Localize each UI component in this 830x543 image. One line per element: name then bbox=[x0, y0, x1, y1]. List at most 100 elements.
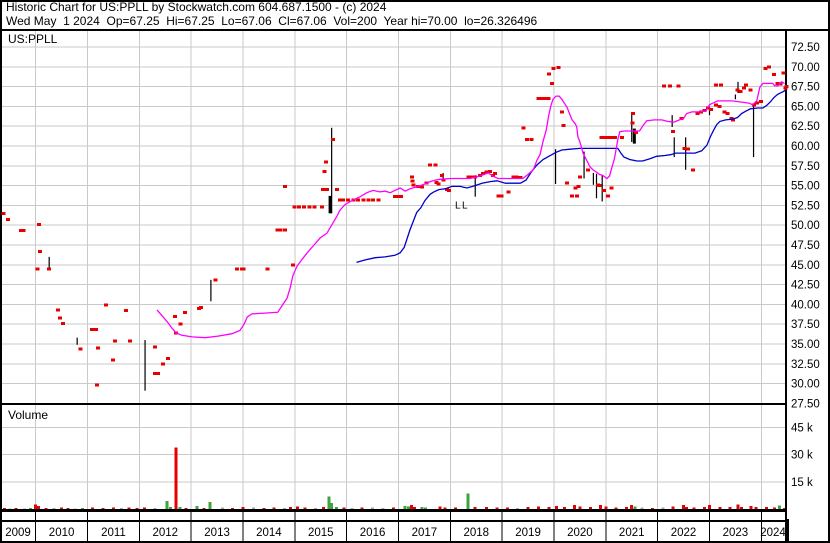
trade-tick bbox=[78, 347, 83, 351]
quote-summary-line: Wed May 1 2024 Op=67.25 Hi=67.25 Lo=67.0… bbox=[6, 14, 538, 28]
trade-tick bbox=[1, 211, 6, 215]
trade-tick bbox=[161, 362, 166, 366]
trade-tick bbox=[312, 205, 317, 209]
trade-tick bbox=[499, 194, 504, 198]
high-low-range bbox=[752, 106, 755, 158]
trade-tick bbox=[234, 267, 239, 271]
trade-tick bbox=[337, 198, 342, 202]
trade-tick bbox=[633, 131, 638, 135]
price-axis-label: 37.50 bbox=[791, 319, 820, 331]
price-axis-label: 42.50 bbox=[791, 280, 820, 292]
year-axis-label: 2014 bbox=[256, 527, 282, 539]
trade-tick bbox=[290, 263, 295, 267]
trade-tick bbox=[514, 175, 519, 179]
volume-panel-label: Volume bbox=[8, 408, 48, 422]
year-divider bbox=[190, 512, 192, 541]
volume-bar bbox=[168, 507, 172, 509]
volume-bar bbox=[630, 505, 634, 509]
trade-tick bbox=[586, 168, 591, 172]
volume-bar bbox=[272, 507, 276, 509]
trade-tick bbox=[676, 84, 681, 88]
year-divider bbox=[760, 512, 762, 541]
high-low-range bbox=[210, 279, 212, 302]
axis-right-border bbox=[785, 29, 787, 543]
volume-bar bbox=[443, 507, 447, 509]
trade-tick bbox=[529, 138, 534, 142]
volume-bar bbox=[135, 508, 139, 509]
trade-tick bbox=[630, 121, 635, 125]
volume-bar bbox=[231, 507, 235, 509]
price-axis-label: 70.00 bbox=[791, 62, 820, 74]
trade-tick bbox=[152, 345, 157, 349]
trade-tick bbox=[742, 86, 747, 90]
trade-tick bbox=[709, 108, 714, 112]
price-axis-label: 47.50 bbox=[791, 240, 820, 252]
volume-bar bbox=[36, 505, 40, 509]
trade-tick bbox=[94, 383, 99, 387]
trade-tick bbox=[551, 66, 556, 70]
volume-bar bbox=[262, 508, 266, 509]
volume-bar bbox=[740, 506, 744, 509]
trade-tick bbox=[536, 96, 541, 100]
year-divider bbox=[346, 512, 348, 541]
trade-tick bbox=[55, 308, 60, 312]
trade-tick bbox=[371, 198, 376, 202]
volume-bar bbox=[120, 508, 124, 509]
volume-bar bbox=[604, 506, 608, 509]
volume-bar bbox=[3, 507, 7, 509]
price-axis-label: 62.50 bbox=[791, 121, 820, 133]
volume-bar bbox=[754, 507, 758, 509]
trade-tick bbox=[735, 88, 740, 92]
volume-bar bbox=[749, 505, 753, 509]
trade-tick bbox=[771, 73, 776, 77]
trade-tick bbox=[110, 358, 115, 362]
trade-tick bbox=[506, 190, 511, 194]
volume-bar bbox=[661, 507, 665, 509]
trade-tick bbox=[182, 310, 187, 314]
trade-tick bbox=[686, 147, 691, 151]
volume-bar bbox=[573, 505, 577, 509]
trade-tick bbox=[346, 198, 351, 202]
trade-tick bbox=[755, 101, 760, 105]
volume-bar bbox=[153, 507, 157, 509]
trade-tick bbox=[758, 100, 763, 104]
year-divider bbox=[242, 512, 244, 541]
outer-border-top bbox=[0, 0, 830, 2]
trade-tick bbox=[559, 110, 564, 114]
trade-tick bbox=[173, 314, 178, 318]
volume-bar bbox=[413, 507, 417, 509]
volume-bar bbox=[516, 507, 520, 509]
volume-bar bbox=[578, 506, 582, 509]
year-divider bbox=[35, 512, 37, 541]
trade-tick bbox=[123, 309, 128, 313]
volume-bar bbox=[633, 506, 637, 509]
trade-tick bbox=[366, 198, 371, 202]
volume-bar bbox=[599, 505, 603, 509]
trade-tick bbox=[480, 172, 485, 176]
trade-tick bbox=[767, 65, 772, 69]
trade-tick bbox=[6, 218, 11, 222]
price-axis-label: 35.00 bbox=[791, 339, 820, 351]
volume-bar bbox=[195, 505, 199, 509]
volume-baseline bbox=[0, 509, 786, 512]
volume-bar bbox=[381, 508, 385, 509]
trade-tick bbox=[613, 135, 618, 139]
year-divider bbox=[398, 512, 400, 541]
trade-tick bbox=[784, 85, 789, 89]
volume-bar bbox=[350, 507, 354, 509]
volume-bar bbox=[111, 507, 115, 509]
trade-tick bbox=[165, 356, 170, 360]
volume-bar bbox=[91, 507, 95, 509]
price-axis-label: 45.00 bbox=[791, 260, 820, 272]
trade-tick bbox=[518, 176, 523, 180]
header-divider bbox=[0, 29, 830, 31]
trade-tick bbox=[730, 118, 735, 122]
trade-tick bbox=[597, 184, 602, 188]
trade-tick bbox=[783, 86, 788, 90]
trade-tick bbox=[546, 72, 551, 76]
trade-tick bbox=[395, 195, 400, 199]
volume-bar bbox=[536, 506, 540, 509]
trade-tick bbox=[320, 188, 325, 192]
volume-bar bbox=[342, 507, 346, 509]
year-axis-label: 2023 bbox=[723, 527, 749, 539]
